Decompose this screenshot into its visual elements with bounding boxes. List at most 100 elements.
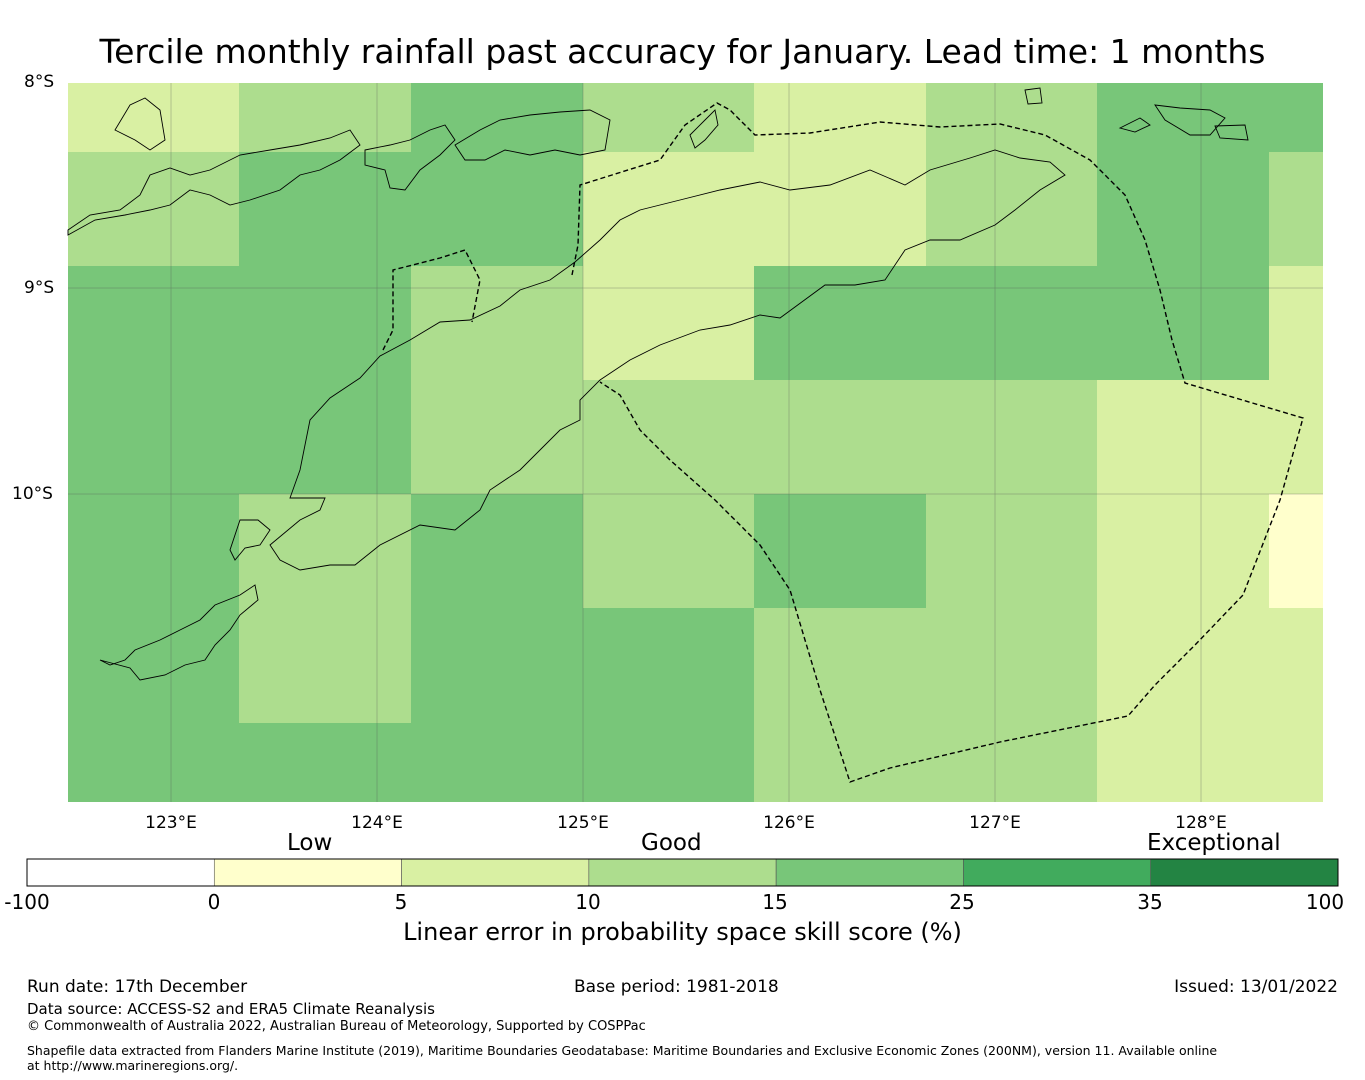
grid-cell [411,723,583,802]
grid-cell [583,266,754,380]
grid-cell [754,152,926,266]
grid-cell [68,83,239,152]
eez-boundary-oecusse [382,249,481,351]
grid-cell [68,608,239,723]
small-island-1 [114,97,166,151]
grid-cell [754,608,926,723]
grid-cell [239,494,411,608]
grid-cell [1269,723,1323,802]
colorbar-segment [588,858,777,887]
grid-cell [1097,380,1269,494]
atauro-island-outline [689,109,719,149]
colorbar-segment [1150,858,1339,887]
colorbar-segment [775,858,964,887]
colorbar-label: Linear error in probability space skill … [403,918,962,946]
colorbar-tick: 5 [394,890,408,914]
lat-label-10s: 10°S [12,484,53,504]
small-island-2 [229,519,271,561]
base-period: Base period: 1981-2018 [574,977,779,997]
issued-date: Issued: 13/01/2022 [1174,977,1338,997]
grid-cell [68,494,239,608]
colorbar [26,858,1339,887]
rote-island-outline [99,584,259,681]
grid-cell [68,723,239,802]
grid-cell [239,380,411,494]
lon-label-125e: 125°E [557,813,609,833]
run-date: Run date: 17th December [27,977,248,997]
grid-cell [1269,494,1323,608]
colorbar-tick: 0 [207,890,221,914]
timor-island-outline [269,149,1066,571]
grid-cell [1097,723,1269,802]
lat-label-9s: 9°S [24,278,55,298]
colorbar-frame [26,858,1339,887]
colorbar-tick: 15 [762,890,788,914]
grid-cell [1097,83,1269,152]
grid-cell [926,494,1097,608]
grid-cell [1269,380,1323,494]
grid-cell [926,266,1097,380]
grid-cell [1097,608,1269,723]
grid-cell [411,380,583,494]
grid-cell [583,723,754,802]
data-source: Data source: ACCESS-S2 and ERA5 Climate … [27,1000,435,1018]
leti-island-outline [1118,117,1151,133]
colorbar-tick: 25 [949,890,975,914]
colorbar-tick: 10 [575,890,601,914]
coastlines [67,87,1249,681]
grid-cell [583,608,754,723]
maritime-boundaries [382,102,1304,783]
grid-cell [754,723,926,802]
grid-cell [1097,494,1269,608]
grid-cell [583,380,754,494]
grid-cell [1269,608,1323,723]
lon-label-127e: 127°E [969,813,1021,833]
grid-cell [583,494,754,608]
category-exceptional: Exceptional [1147,830,1281,856]
moa-island-outline [1154,104,1226,136]
grid-cell [68,266,239,380]
skill-grid [68,83,1323,802]
lon-label-124e: 124°E [351,813,403,833]
grid-cell [1269,83,1323,152]
lon-label-128e: 128°E [1175,813,1227,833]
grid-cell [239,83,411,152]
category-low: Low [287,830,333,856]
grid-cell [754,266,926,380]
grid-cell [926,380,1097,494]
grid-cell [411,494,583,608]
colorbar-tick: 100 [1305,890,1345,914]
grid-cell [926,723,1097,802]
colorbar-tick: -100 [4,890,50,914]
colorbar-segment [26,858,215,887]
copyright: © Commonwealth of Australia 2022, Austra… [27,1019,646,1034]
grid-cell [926,83,1097,152]
lon-label-123e: 123°E [145,813,197,833]
grid-cell [239,608,411,723]
category-good: Good [641,830,702,856]
grid-cell [411,152,583,266]
grid-cell [1097,266,1269,380]
grid-cell [1269,266,1323,380]
colorbar-segment [963,858,1152,887]
grid-cell [411,83,583,152]
grid-cell [239,723,411,802]
grid-cell [411,266,583,380]
graticule [68,83,1323,802]
colorbar-tick: 35 [1137,890,1163,914]
alor-island-outline [364,124,456,191]
grid-cell [68,380,239,494]
grid-cell [583,152,754,266]
colorbar-segment [213,858,402,887]
grid-cell [926,608,1097,723]
wetar-island-outline [454,109,611,161]
grid-cell [411,608,583,723]
lon-label-126e: 126°E [763,813,815,833]
grid-cell [754,83,926,152]
map-title: Tercile monthly rainfall past accuracy f… [99,32,1266,71]
lat-label-8s: 8°S [24,72,55,92]
grid-cell [583,83,754,152]
flores-island-outline [67,129,361,236]
colorbar-segment [401,858,590,887]
